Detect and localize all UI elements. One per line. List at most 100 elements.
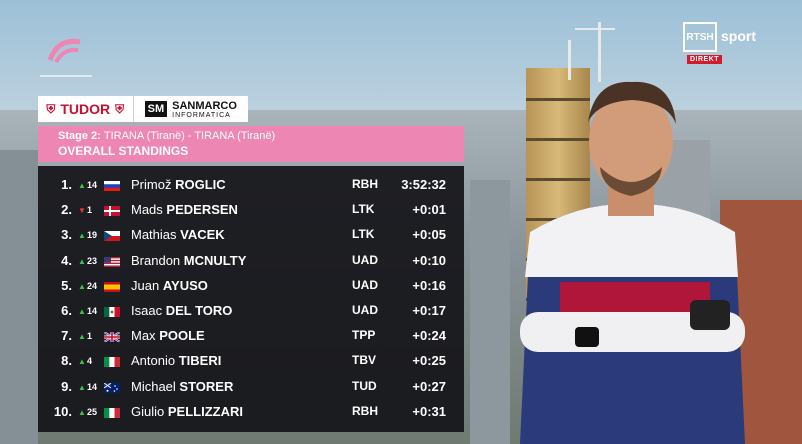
team-code: TUD <box>352 378 377 393</box>
time-gap: +0:27 <box>412 378 446 394</box>
standings-row: 10. ▲ 25 Giulio PELLIZZARI RBH +0:31 <box>38 400 464 425</box>
building <box>470 180 510 444</box>
team-code: UAD <box>352 252 378 267</box>
rank: 2. <box>61 202 72 218</box>
crane <box>598 22 601 82</box>
position-change: 14 <box>87 381 98 392</box>
rider-name: Juan AYUSO <box>131 278 208 293</box>
rider-first-name: Isaac <box>131 302 163 318</box>
rider-first-name: Juan <box>131 277 160 293</box>
team-code: UAD <box>352 277 378 292</box>
stage-label: Stage 2: <box>58 130 101 142</box>
live-badge: DIREKT <box>687 55 723 64</box>
crane <box>575 28 615 30</box>
rider-last-name: ROGLIC <box>175 177 226 192</box>
rider-first-name: Mathias <box>131 227 177 243</box>
standings-header: Stage 2: TIRANA (Tiranë) - TIRANA (Tiran… <box>38 126 464 162</box>
building <box>0 150 38 444</box>
team-code: LTK <box>352 227 375 242</box>
rider-last-name: VACEK <box>180 227 225 243</box>
denmark-flag <box>104 206 120 217</box>
tudor-label: TUDOR <box>60 101 111 117</box>
rider-last-name: STORER <box>179 378 234 394</box>
position-change: 14 <box>87 305 98 316</box>
standings-list: 1. ▲ 14 Primož ROGLIC RBH 3:52:32 2. ▼ 1 Mads PED… <box>38 166 464 432</box>
rider-name: Isaac DEL TORO <box>131 303 232 318</box>
rider-name: Mads PEDERSEN <box>131 202 238 217</box>
time-gap: +0:31 <box>412 403 446 419</box>
standings-row: 2. ▼ 1 Mads PEDERSEN LTK +0:01 <box>38 198 464 223</box>
rider-first-name: Brandon <box>131 252 181 268</box>
time-gap: +0:16 <box>412 277 446 293</box>
team-code: RBH <box>352 403 378 418</box>
italy-flag <box>104 357 120 368</box>
rider-name: Michael STORER <box>131 379 233 394</box>
rider-last-name: PEDERSEN <box>166 202 238 218</box>
time-gap: +0:10 <box>412 252 446 268</box>
time-gap: +0:24 <box>412 328 446 344</box>
rider-first-name: Max <box>131 328 156 344</box>
standings-row: 4. ▲ 23 Brandon MCNULTY UAD +0:10 <box>38 249 464 274</box>
position-change: 24 <box>87 280 98 291</box>
rank: 5. <box>61 277 72 293</box>
team-code: UAD <box>352 302 378 317</box>
time-gap: +0:05 <box>412 227 446 243</box>
rider-first-name: Giulio <box>131 403 165 419</box>
standings-panel: Stage 2: TIRANA (Tiranë) - TIRANA (Tiran… <box>38 126 464 432</box>
rider-name: Antonio TIBERI <box>131 353 221 368</box>
standings-row: 5. ▲ 24 Juan AYUSO UAD +0:16 <box>38 274 464 299</box>
time-gap: 3:52:32 <box>401 177 446 192</box>
arrow-up-icon: ▲ <box>78 256 86 266</box>
sanmarco-logo: SM SANMARCO INFORMATICA <box>133 96 248 122</box>
standings-row: 6. ▲ 14 Isaac DEL TORO UAD +0:17 <box>38 299 464 324</box>
team-code: TBV <box>352 353 376 368</box>
rider-first-name: Primož <box>131 177 172 192</box>
rider-name: Primož ROGLIC <box>131 177 226 192</box>
rider-image <box>520 81 745 444</box>
rank: 3. <box>61 227 72 243</box>
rider-first-name: Michael <box>131 378 176 394</box>
arrow-up-icon: ▲ <box>78 382 86 392</box>
position-change: 14 <box>87 180 98 190</box>
arrow-up-icon: ▲ <box>78 407 86 417</box>
rider-name: Brandon MCNULTY <box>131 253 246 268</box>
team-code: TPP <box>352 328 376 343</box>
australia-flag <box>104 382 120 393</box>
broadcaster-logo: RTSH sport DIREKT <box>683 22 756 66</box>
time-gap: +0:17 <box>412 302 446 318</box>
spain-flag <box>104 281 120 292</box>
time-gap: +0:25 <box>412 353 446 369</box>
rider-name: Giulio PELLIZZARI <box>131 404 243 419</box>
team-code: LTK <box>352 202 375 217</box>
mexico-flag <box>104 306 120 317</box>
rtsh-box: RTSH <box>683 22 717 52</box>
rank: 7. <box>61 328 72 344</box>
czech-flag <box>104 231 120 242</box>
rider-last-name: DEL TORO <box>165 302 233 318</box>
rider-name: Max POOLE <box>131 328 205 343</box>
slovenia-flag <box>104 181 120 191</box>
usa-flag <box>104 256 120 267</box>
team-code: RBH <box>352 177 378 191</box>
position-change: 23 <box>87 255 98 266</box>
arrow-down-icon: ▼ <box>78 206 86 216</box>
standings-row: 1. ▲ 14 Primož ROGLIC RBH 3:52:32 <box>38 173 464 198</box>
standings-row: 7. ▲ 1 Max POOLE TPP +0:24 <box>38 324 464 349</box>
sanmarco-sub: INFORMATICA <box>172 111 231 119</box>
sanmarco-text: SANMARCO INFORMATICA <box>172 100 237 119</box>
crane <box>568 40 571 80</box>
rider-last-name: PELLIZZARI <box>167 403 243 419</box>
stage-line: Stage 2: TIRANA (Tiranë) - TIRANA (Tiran… <box>58 129 464 143</box>
arrow-up-icon: ▲ <box>78 281 86 291</box>
rider-last-name: POOLE <box>159 328 205 344</box>
standings-title: OVERALL STANDINGS <box>58 144 189 158</box>
arrow-up-icon: ▲ <box>78 231 86 241</box>
position-change: 1 <box>87 331 93 342</box>
rider-last-name: TIBERI <box>178 353 222 369</box>
arrow-up-icon: ▲ <box>78 306 86 316</box>
standings-row: 9. ▲ 14 Michael STORER TUD +0:27 <box>38 375 464 400</box>
rank: 8. <box>61 353 72 369</box>
sponsor-bar: ⛨ TUDOR ⛨ SM SANMARCO INFORMATICA <box>38 96 248 122</box>
rank: 9. <box>61 378 72 394</box>
position-change: 4 <box>87 356 93 367</box>
